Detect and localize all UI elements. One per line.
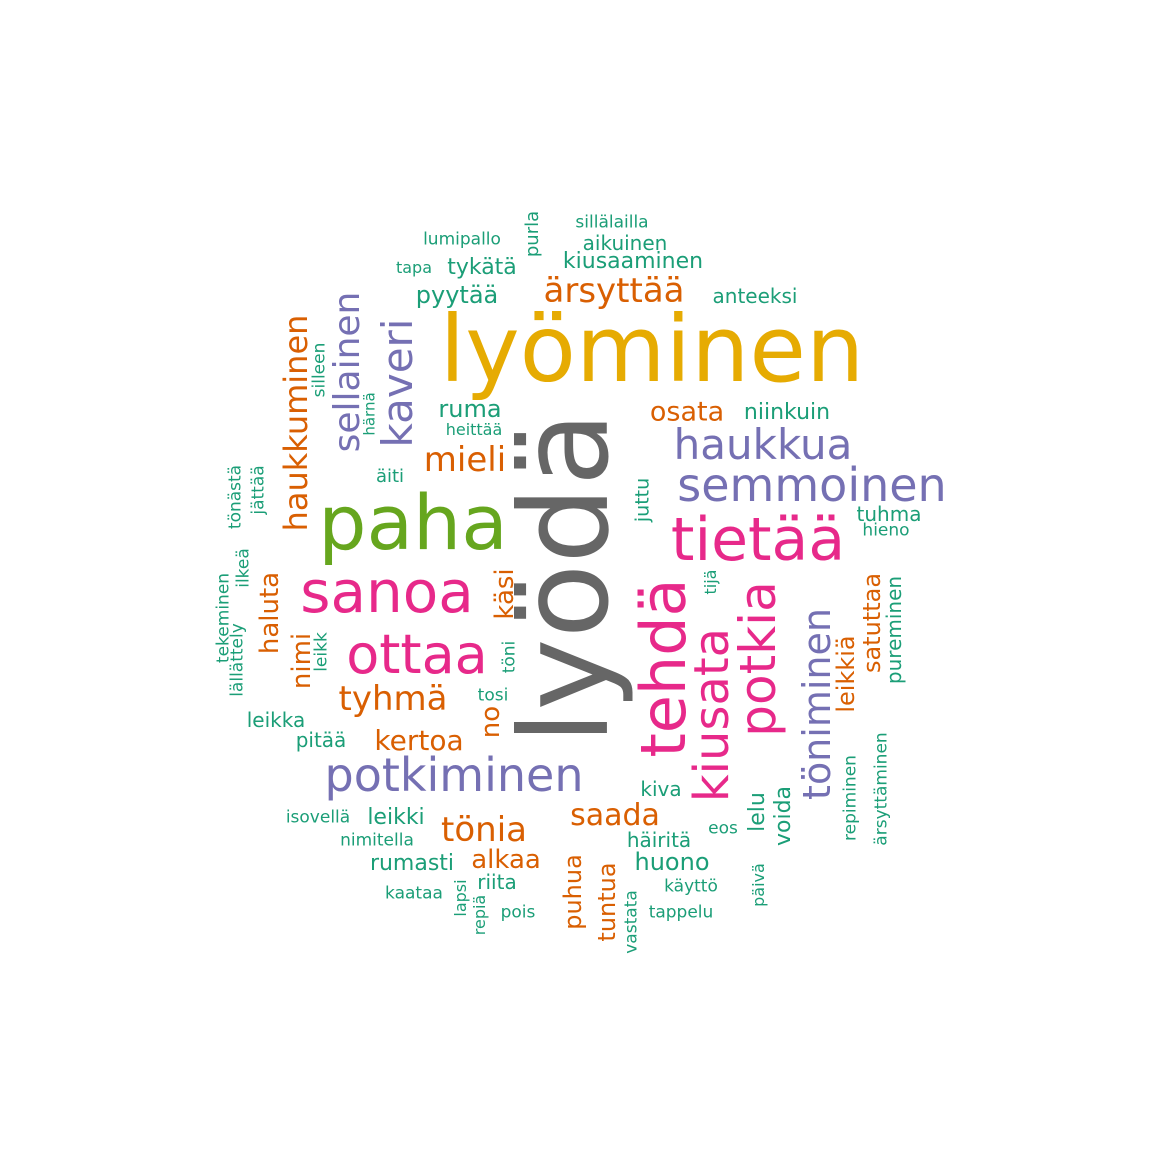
word-kaveri: kaveri: [373, 318, 422, 448]
word-mieli: mieli: [423, 440, 507, 480]
word-hairita: häiritä: [626, 828, 692, 852]
word-satuttaa: satuttaa: [858, 572, 886, 674]
word-aikuinen: aikuinen: [582, 231, 668, 255]
word-huono: huono: [634, 848, 710, 876]
word-juttu: juttu: [631, 477, 654, 523]
word-leikk: leikk: [311, 632, 332, 672]
word-leikki: leikki: [367, 805, 425, 830]
word-pois: pois: [500, 902, 536, 923]
word-lallattely: lällättely: [227, 623, 248, 697]
word-toni: töni: [499, 640, 520, 674]
word-haukkuminen: haukkuminen: [277, 314, 315, 532]
word-tija: tijä: [701, 569, 720, 595]
word-kertoa: kertoa: [374, 724, 464, 757]
word-isovella: isovellä: [285, 807, 351, 828]
word-ruma: ruma: [438, 395, 502, 423]
word-lyoda: lyödä: [494, 411, 636, 745]
word-saada: saada: [570, 798, 660, 833]
word-nimitella: nimitella: [340, 830, 414, 851]
word-tuntua: tuntua: [593, 862, 621, 942]
word-voida: voida: [771, 785, 796, 847]
word-tuhma: tuhma: [856, 502, 922, 526]
word-anteeksi: anteeksi: [712, 284, 798, 308]
word-kiva: kiva: [640, 777, 682, 801]
word-heittaa: heittää: [445, 420, 503, 439]
word-silleen: silleen: [309, 342, 330, 398]
word-arsyttaminen: ärsyttäminen: [871, 732, 892, 846]
word-kaytto: käyttö: [664, 876, 718, 897]
word-rumasti: rumasti: [369, 851, 455, 876]
word-puhua: puhua: [559, 854, 587, 930]
word-arsyttaa: ärsyttää: [543, 271, 685, 311]
word-lelu: lelu: [745, 792, 770, 832]
word-paiva: päivä: [749, 863, 768, 907]
word-aiti: äiti: [375, 466, 405, 487]
word-pureminen: pureminen: [882, 575, 906, 685]
word-lumipallo: lumipallo: [423, 229, 501, 250]
word-harna: härnä: [360, 392, 379, 436]
word-kaataa: kaataa: [385, 883, 443, 904]
word-kasi: käsi: [490, 568, 520, 620]
word-tietaa: tietää: [670, 505, 846, 575]
word-tykata: tykätä: [447, 255, 517, 280]
word-tosi: tosi: [477, 685, 509, 706]
word-osata: osata: [649, 396, 725, 428]
word-vastata: vastata: [621, 890, 642, 954]
word-pitaa: pitää: [295, 728, 347, 752]
word-tappelu: tappelu: [648, 902, 714, 923]
word-jattaa: jättää: [248, 465, 269, 515]
word-pyytaa: pyytää: [415, 281, 499, 309]
word-alkaa: alkaa: [471, 845, 541, 875]
word-lyominen: lyöminen: [439, 296, 865, 403]
word-tapa: tapa: [395, 258, 433, 277]
word-hieno: hieno: [862, 520, 910, 541]
word-ottaa: ottaa: [346, 623, 488, 686]
word-purla: purla: [522, 210, 543, 258]
word-sanoa: sanoa: [300, 558, 474, 626]
word-tyhma: tyhmä: [338, 679, 448, 719]
word-riita: riita: [477, 870, 517, 894]
word-toniminen: töniminen: [795, 608, 839, 800]
word-semmoinen: semmoinen: [677, 458, 947, 512]
word-haluta: haluta: [255, 571, 285, 655]
word-kiusata: kiusata: [684, 627, 740, 803]
word-potkia: potkia: [729, 581, 787, 737]
word-tonia: tönia: [441, 810, 527, 850]
word-repia: repiä: [470, 894, 489, 936]
word-haukkua: haukkua: [673, 420, 853, 469]
word-kiusaaminen: kiusaaminen: [562, 249, 704, 274]
word-niinkuin: niinkuin: [743, 400, 831, 425]
word-eos: eos: [708, 818, 738, 839]
word-sillalailla: sillälailla: [575, 212, 649, 233]
word-leikkia: leikkiä: [832, 635, 860, 713]
word-potkiminen: potkiminen: [324, 748, 584, 802]
word-repiminen: repiminen: [840, 755, 861, 841]
word-no: no: [476, 705, 506, 739]
word-lapsi: lapsi: [451, 879, 470, 917]
word-leikka: leikka: [246, 708, 306, 732]
word-paha: paha: [318, 478, 508, 567]
word-tonasta: tönästä: [225, 464, 246, 530]
word-ilkea: ilkeä: [233, 548, 254, 588]
